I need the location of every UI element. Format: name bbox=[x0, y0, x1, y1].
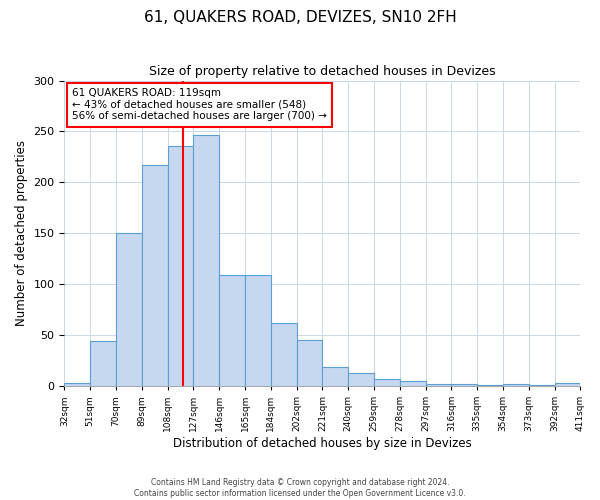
Bar bbox=[296, 340, 322, 386]
Bar bbox=[322, 366, 348, 386]
Bar bbox=[503, 384, 529, 386]
Bar bbox=[374, 379, 400, 386]
X-axis label: Distribution of detached houses by size in Devizes: Distribution of detached houses by size … bbox=[173, 437, 472, 450]
Bar bbox=[64, 383, 90, 386]
Bar bbox=[477, 385, 503, 386]
Bar bbox=[90, 341, 116, 386]
Bar bbox=[219, 275, 245, 386]
Text: 61 QUAKERS ROAD: 119sqm
← 43% of detached houses are smaller (548)
56% of semi-d: 61 QUAKERS ROAD: 119sqm ← 43% of detache… bbox=[72, 88, 327, 122]
Bar bbox=[400, 381, 425, 386]
Bar bbox=[167, 146, 193, 386]
Bar bbox=[425, 384, 451, 386]
Bar bbox=[529, 385, 554, 386]
Bar bbox=[142, 165, 167, 386]
Bar bbox=[116, 234, 142, 386]
Text: 61, QUAKERS ROAD, DEVIZES, SN10 2FH: 61, QUAKERS ROAD, DEVIZES, SN10 2FH bbox=[143, 10, 457, 25]
Bar bbox=[348, 373, 374, 386]
Bar bbox=[193, 134, 219, 386]
Title: Size of property relative to detached houses in Devizes: Size of property relative to detached ho… bbox=[149, 65, 496, 78]
Bar bbox=[451, 384, 477, 386]
Bar bbox=[554, 383, 580, 386]
Text: Contains HM Land Registry data © Crown copyright and database right 2024.
Contai: Contains HM Land Registry data © Crown c… bbox=[134, 478, 466, 498]
Bar bbox=[271, 323, 296, 386]
Bar bbox=[245, 275, 271, 386]
Y-axis label: Number of detached properties: Number of detached properties bbox=[15, 140, 28, 326]
